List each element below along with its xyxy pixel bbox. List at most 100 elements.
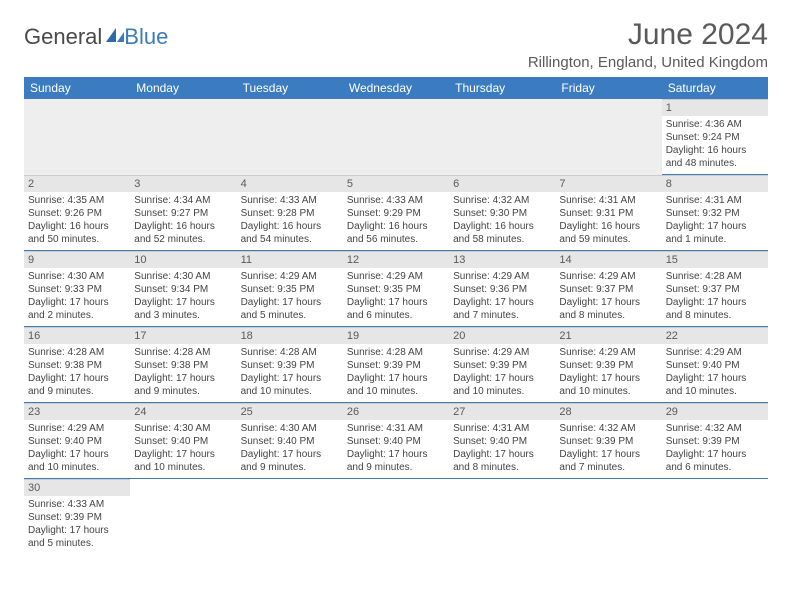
day-line: Sunset: 9:39 PM	[666, 435, 764, 448]
day-number: 22	[662, 327, 768, 344]
day-number: 18	[237, 327, 343, 344]
calendar-cell: 24Sunrise: 4:30 AMSunset: 9:40 PMDayligh…	[130, 403, 236, 479]
calendar-cell	[237, 479, 343, 555]
day-line: Sunset: 9:40 PM	[241, 435, 339, 448]
day-line: Sunrise: 4:28 AM	[134, 346, 232, 359]
day-line: Sunset: 9:24 PM	[666, 131, 764, 144]
day-line: Sunrise: 4:30 AM	[134, 270, 232, 283]
header: General Blue June 2024 Rillington, Engla…	[24, 18, 768, 71]
day-line: Sunrise: 4:28 AM	[241, 346, 339, 359]
day-details: Sunrise: 4:31 AMSunset: 9:31 PMDaylight:…	[555, 192, 661, 250]
day-number: 6	[449, 175, 555, 192]
day-line: and 3 minutes.	[134, 309, 232, 322]
day-number: 9	[24, 251, 130, 268]
day-line: Sunrise: 4:32 AM	[666, 422, 764, 435]
day-details: Sunrise: 4:28 AMSunset: 9:38 PMDaylight:…	[130, 344, 236, 402]
day-line: Sunrise: 4:29 AM	[241, 270, 339, 283]
day-header-row: Sunday Monday Tuesday Wednesday Thursday…	[24, 77, 768, 99]
day-number: 28	[555, 403, 661, 420]
calendar-cell: 21Sunrise: 4:29 AMSunset: 9:39 PMDayligh…	[555, 327, 661, 403]
day-number: 11	[237, 251, 343, 268]
day-header: Thursday	[449, 77, 555, 99]
calendar-table: Sunday Monday Tuesday Wednesday Thursday…	[24, 77, 768, 554]
day-header: Wednesday	[343, 77, 449, 99]
day-line: and 7 minutes.	[453, 309, 551, 322]
calendar-cell	[449, 99, 555, 175]
day-line: Sunrise: 4:31 AM	[453, 422, 551, 435]
day-line: Daylight: 17 hours	[28, 448, 126, 461]
calendar-cell: 20Sunrise: 4:29 AMSunset: 9:39 PMDayligh…	[449, 327, 555, 403]
day-line: Daylight: 17 hours	[559, 448, 657, 461]
day-line: Sunrise: 4:28 AM	[347, 346, 445, 359]
day-details: Sunrise: 4:29 AMSunset: 9:35 PMDaylight:…	[343, 268, 449, 326]
calendar-cell: 26Sunrise: 4:31 AMSunset: 9:40 PMDayligh…	[343, 403, 449, 479]
day-line: Daylight: 16 hours	[559, 220, 657, 233]
day-line: Sunrise: 4:29 AM	[28, 422, 126, 435]
day-line: Sunset: 9:40 PM	[134, 435, 232, 448]
day-details: Sunrise: 4:28 AMSunset: 9:39 PMDaylight:…	[343, 344, 449, 402]
day-line: Daylight: 17 hours	[241, 448, 339, 461]
calendar-cell: 2Sunrise: 4:35 AMSunset: 9:26 PMDaylight…	[24, 175, 130, 251]
calendar-row: 2Sunrise: 4:35 AMSunset: 9:26 PMDaylight…	[24, 175, 768, 251]
day-line: Sunrise: 4:30 AM	[28, 270, 126, 283]
day-line: Sunset: 9:38 PM	[134, 359, 232, 372]
day-number: 16	[24, 327, 130, 344]
day-number: 8	[662, 175, 768, 192]
day-line: Daylight: 16 hours	[134, 220, 232, 233]
day-details: Sunrise: 4:28 AMSunset: 9:39 PMDaylight:…	[237, 344, 343, 402]
day-number: 26	[343, 403, 449, 420]
day-line: and 10 minutes.	[134, 461, 232, 474]
day-line: Sunset: 9:31 PM	[559, 207, 657, 220]
day-number: 5	[343, 175, 449, 192]
day-details: Sunrise: 4:32 AMSunset: 9:39 PMDaylight:…	[662, 420, 768, 478]
day-line: Daylight: 16 hours	[347, 220, 445, 233]
day-details: Sunrise: 4:29 AMSunset: 9:40 PMDaylight:…	[24, 420, 130, 478]
day-line: and 10 minutes.	[666, 385, 764, 398]
day-number: 14	[555, 251, 661, 268]
day-line: and 58 minutes.	[453, 233, 551, 246]
day-details: Sunrise: 4:31 AMSunset: 9:40 PMDaylight:…	[343, 420, 449, 478]
day-line: Sunset: 9:32 PM	[666, 207, 764, 220]
day-line: Sunrise: 4:31 AM	[666, 194, 764, 207]
day-line: Sunset: 9:30 PM	[453, 207, 551, 220]
calendar-cell: 30Sunrise: 4:33 AMSunset: 9:39 PMDayligh…	[24, 479, 130, 555]
day-line: Sunrise: 4:33 AM	[241, 194, 339, 207]
day-line: Sunrise: 4:30 AM	[134, 422, 232, 435]
day-line: Sunrise: 4:31 AM	[347, 422, 445, 435]
day-line: Sunset: 9:39 PM	[453, 359, 551, 372]
day-line: Daylight: 17 hours	[28, 296, 126, 309]
day-line: Sunset: 9:40 PM	[28, 435, 126, 448]
day-number: 10	[130, 251, 236, 268]
calendar-cell	[343, 99, 449, 175]
day-line: and 10 minutes.	[241, 385, 339, 398]
day-details: Sunrise: 4:35 AMSunset: 9:26 PMDaylight:…	[24, 192, 130, 250]
day-line: Sunset: 9:37 PM	[666, 283, 764, 296]
day-line: Sunset: 9:39 PM	[347, 359, 445, 372]
day-line: Daylight: 17 hours	[241, 372, 339, 385]
day-line: Sunset: 9:40 PM	[347, 435, 445, 448]
day-line: Sunset: 9:39 PM	[559, 359, 657, 372]
day-line: Sunset: 9:33 PM	[28, 283, 126, 296]
day-line: Sunrise: 4:35 AM	[28, 194, 126, 207]
day-line: and 6 minutes.	[347, 309, 445, 322]
calendar-cell	[449, 479, 555, 555]
day-line: and 8 minutes.	[453, 461, 551, 474]
calendar-cell: 23Sunrise: 4:29 AMSunset: 9:40 PMDayligh…	[24, 403, 130, 479]
calendar-cell	[555, 99, 661, 175]
day-number: 19	[343, 327, 449, 344]
day-line: and 9 minutes.	[241, 461, 339, 474]
day-line: Sunrise: 4:31 AM	[559, 194, 657, 207]
day-line: and 52 minutes.	[134, 233, 232, 246]
day-details: Sunrise: 4:29 AMSunset: 9:37 PMDaylight:…	[555, 268, 661, 326]
day-number: 24	[130, 403, 236, 420]
day-line: Daylight: 17 hours	[559, 372, 657, 385]
day-number: 23	[24, 403, 130, 420]
day-line: Sunset: 9:35 PM	[241, 283, 339, 296]
day-number: 27	[449, 403, 555, 420]
day-line: Sunset: 9:26 PM	[28, 207, 126, 220]
day-line: Sunrise: 4:29 AM	[666, 346, 764, 359]
day-line: and 50 minutes.	[28, 233, 126, 246]
day-number: 13	[449, 251, 555, 268]
day-line: Daylight: 17 hours	[241, 296, 339, 309]
calendar-cell: 5Sunrise: 4:33 AMSunset: 9:29 PMDaylight…	[343, 175, 449, 251]
